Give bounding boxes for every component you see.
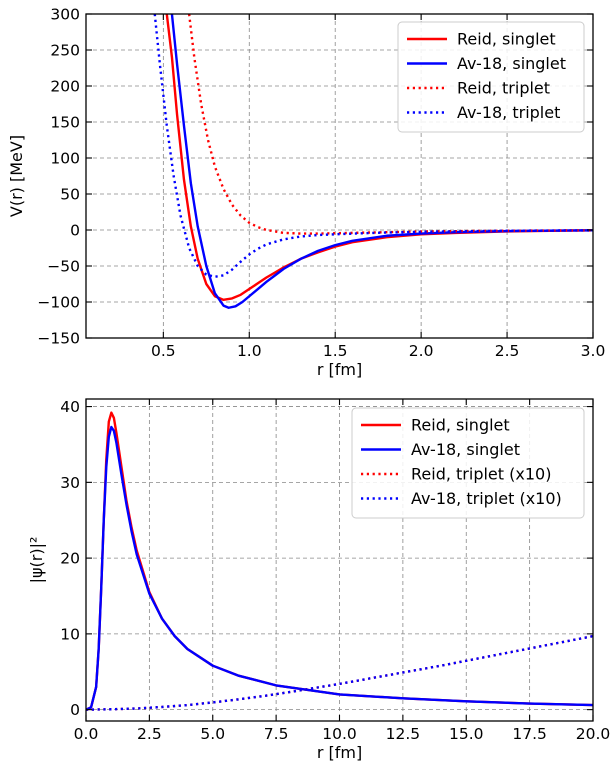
plot-frame xyxy=(85,13,594,339)
legend-label-reid-singlet: Reid, singlet xyxy=(457,30,556,49)
y-tick-label: 30 xyxy=(60,474,80,492)
y-axis-label: |ψ(r)|² xyxy=(27,537,46,584)
y-tick-label: 20 xyxy=(60,550,80,568)
y-tick-label: 50 xyxy=(60,186,80,204)
legend-box xyxy=(351,407,585,519)
x-tick-label: 17.5 xyxy=(512,725,547,743)
grid xyxy=(86,399,593,721)
legend-label-reid-triplet: Reid, triplet xyxy=(457,79,550,98)
series-line-av-18-singlet xyxy=(86,425,593,711)
legend-label-reid-singlet: Reid, singlet xyxy=(411,416,510,435)
y-tick-label: 100 xyxy=(50,150,80,168)
x-tick-label: 15.0 xyxy=(449,725,484,743)
x-tick-label: 2.5 xyxy=(137,725,162,743)
x-tick-label: 1.0 xyxy=(237,342,262,360)
y-tick-label: 300 xyxy=(50,6,80,24)
legend-label-av-18-triplet-x10: Av-18, triplet (x10) xyxy=(411,489,562,508)
y-tick-label: 200 xyxy=(50,78,80,96)
legend-label-av-18-singlet: Av-18, singlet xyxy=(411,440,520,459)
y-tick-label: 0 xyxy=(70,701,80,719)
y-axis-label: V(r) [MeV] xyxy=(7,135,26,217)
x-tick-label: 20.0 xyxy=(576,725,611,743)
legend-box xyxy=(397,21,585,133)
x-tick-label: 12.5 xyxy=(386,725,421,743)
potential-chart: 0.5 1.0 1.5 2.0 2.5 3.0 −150 −100 −50 0 50 100 150 20… xyxy=(7,6,605,380)
x-tick-label: 5.0 xyxy=(200,725,225,743)
y-tick-label: 0 xyxy=(70,222,80,240)
series-line-av-18-triplet xyxy=(153,14,593,278)
x-tick-label: 0.5 xyxy=(151,342,176,360)
y-tick-label: 40 xyxy=(60,398,80,416)
series-line-av-18-singlet xyxy=(170,14,593,309)
wavefunction-chart: 0.0 2.5 5.0 7.5 10.0 12.5 15.0 17.5 20.0 0 10 20 30 4… xyxy=(27,398,610,762)
legend: Reid, singlet Av-18, singlet Reid, triplet… xyxy=(351,407,585,519)
x-tick-label: 3.0 xyxy=(581,342,606,360)
y-tick-label: −50 xyxy=(47,258,80,276)
series-line-reid-triplet xyxy=(187,14,593,235)
x-tick-label: 7.5 xyxy=(264,725,289,743)
series-group xyxy=(153,14,593,309)
x-tick-label: 0.0 xyxy=(74,725,99,743)
x-tick-label: 2.0 xyxy=(409,342,434,360)
axis-ticks: 0.5 1.0 1.5 2.0 2.5 3.0 −150 −100 −50 0 50 100 150 20… xyxy=(37,6,605,361)
legend-label-av-18-singlet: Av-18, singlet xyxy=(457,54,566,73)
y-tick-label: 150 xyxy=(50,114,80,132)
y-tick-label: −100 xyxy=(37,294,80,312)
x-tick-label: 10.0 xyxy=(322,725,357,743)
legend-label-reid-triplet-x10: Reid, triplet (x10) xyxy=(411,465,551,484)
series-group xyxy=(86,411,593,711)
legend-label-av-18-triplet: Av-18, triplet xyxy=(457,103,560,122)
axis-ticks: 0.0 2.5 5.0 7.5 10.0 12.5 15.0 17.5 20.0 0 10 20 30 4… xyxy=(60,398,610,743)
x-axis-label: r [fm] xyxy=(317,360,362,379)
legend: Reid, singlet Av-18, singlet Reid, triplet… xyxy=(397,21,585,133)
x-axis-label: r [fm] xyxy=(317,743,362,762)
y-tick-label: 250 xyxy=(50,42,80,60)
x-tick-label: 1.5 xyxy=(323,342,348,360)
x-tick-label: 2.5 xyxy=(495,342,520,360)
y-tick-label: 10 xyxy=(60,625,80,643)
y-tick-label: −150 xyxy=(37,330,80,348)
